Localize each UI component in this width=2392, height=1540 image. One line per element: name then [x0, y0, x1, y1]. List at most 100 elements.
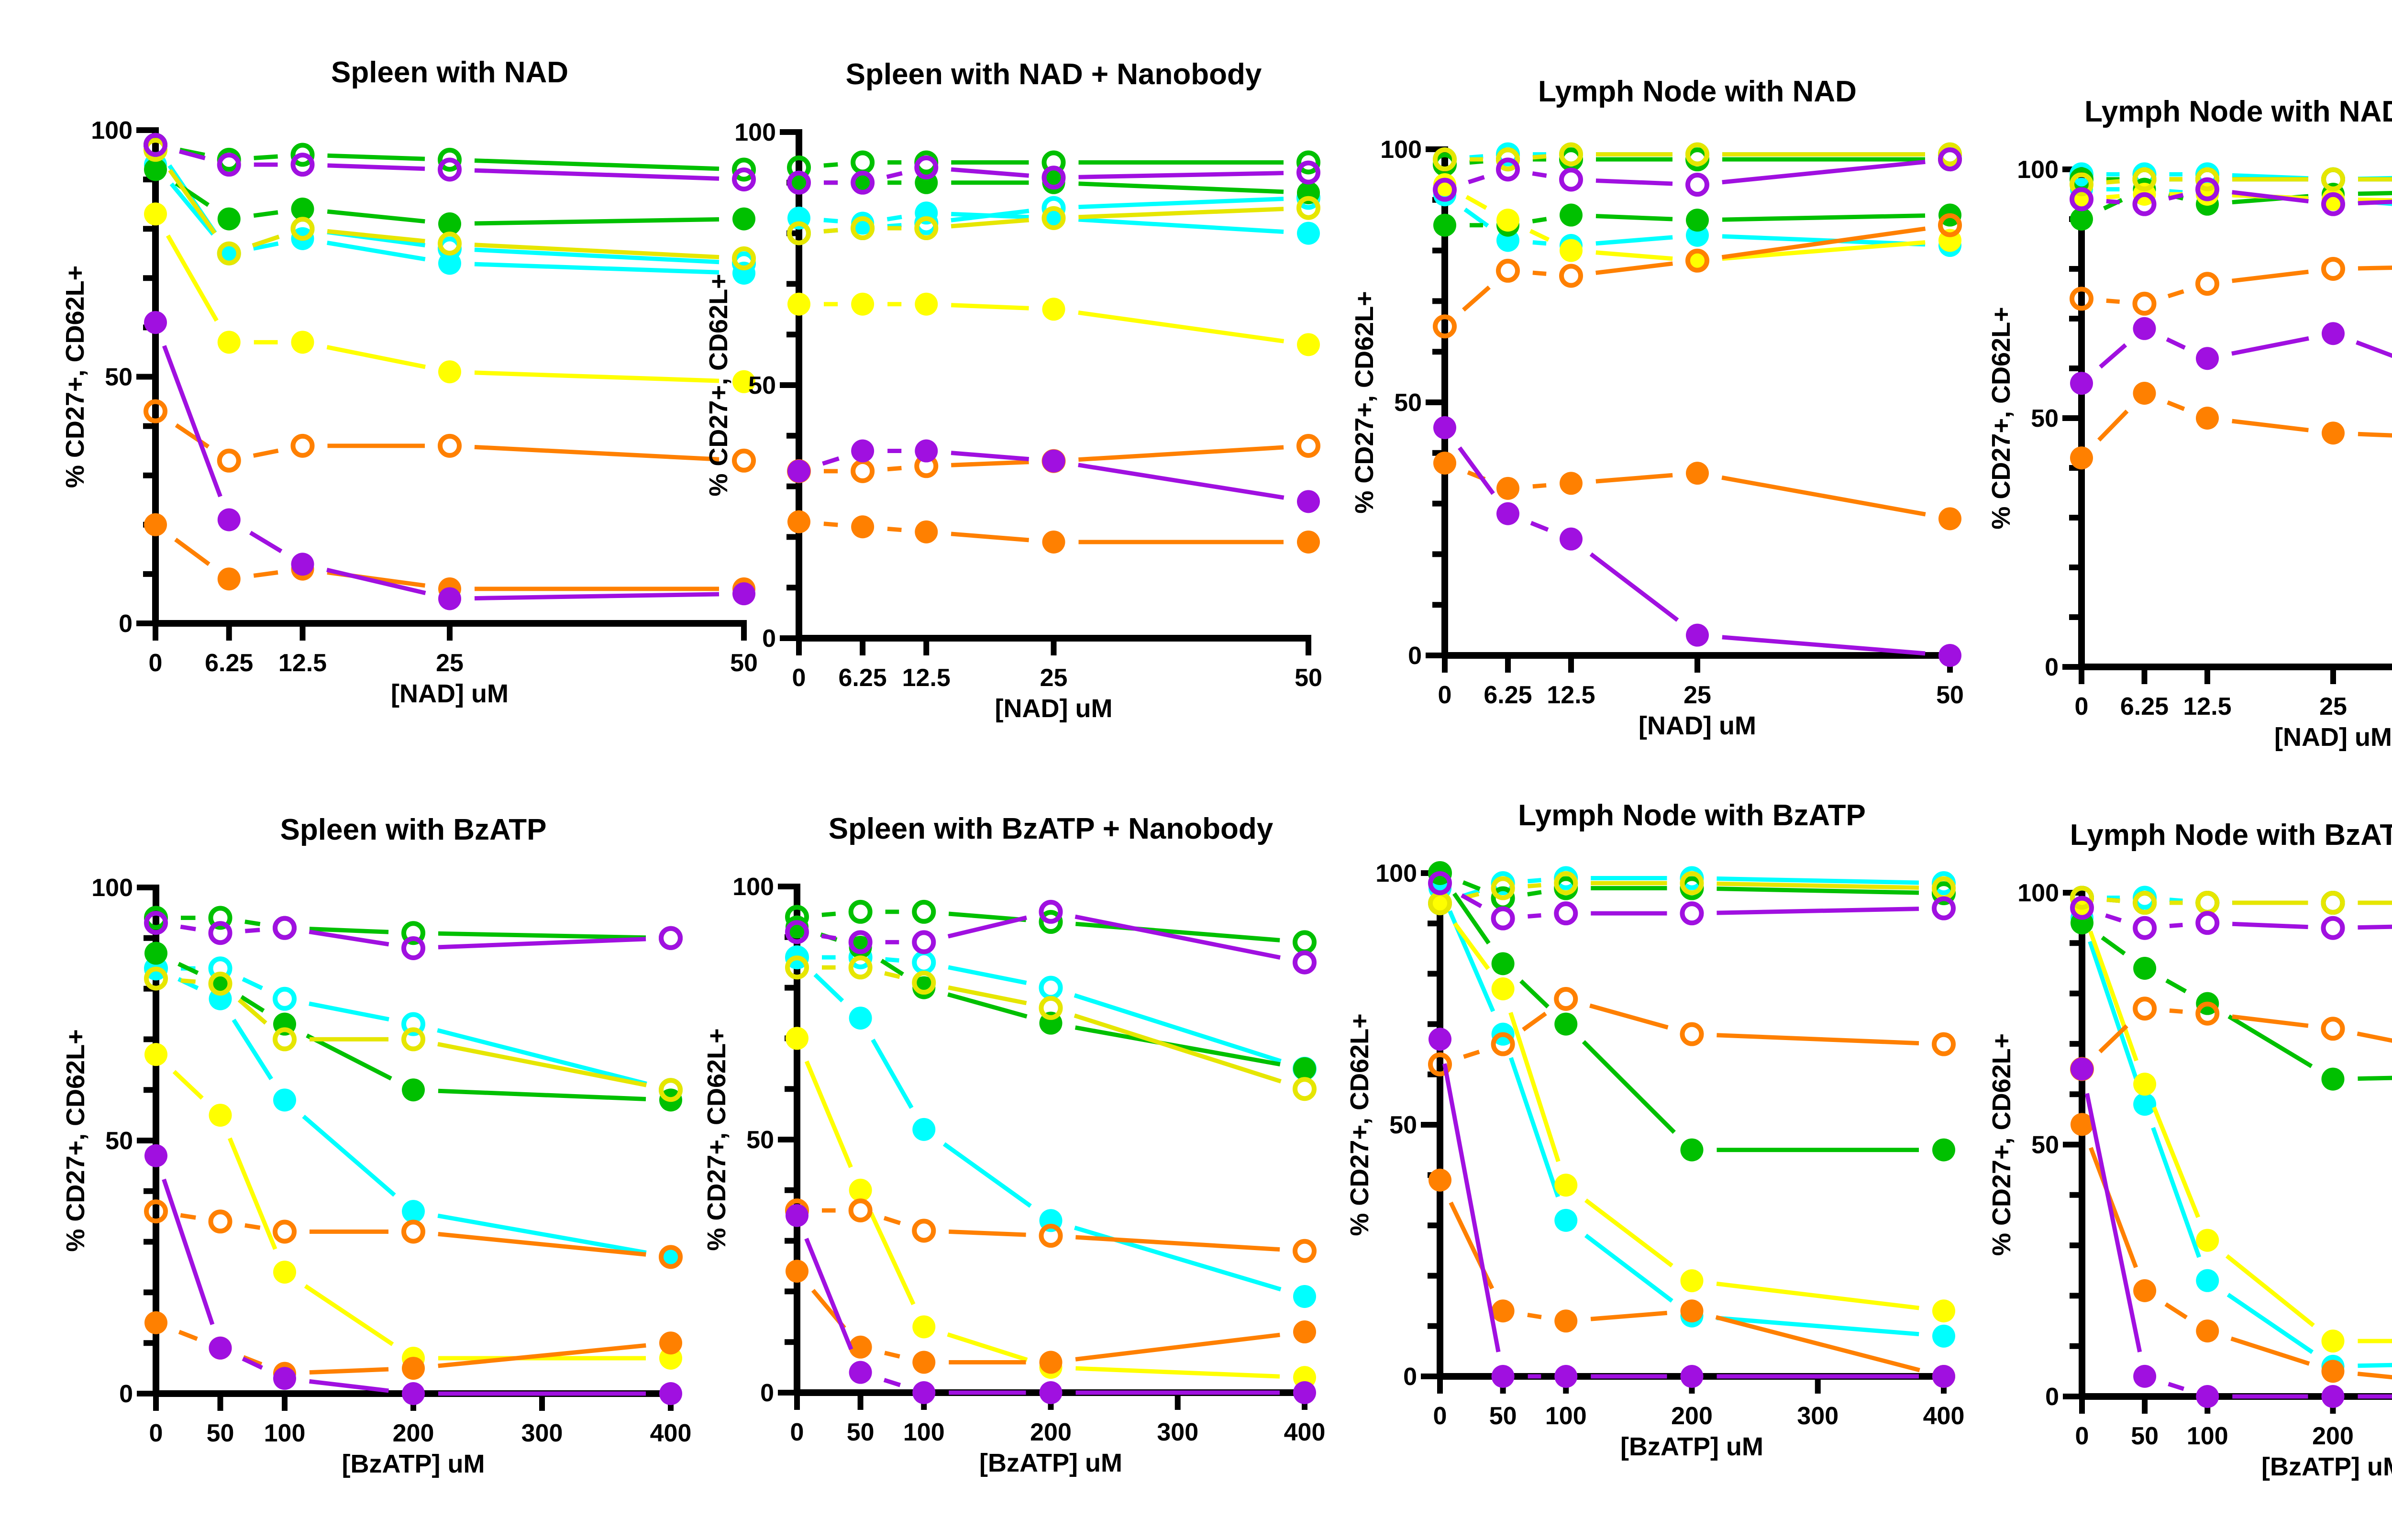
series-line-segment — [1721, 475, 1926, 517]
series-line-segment — [2358, 1363, 2392, 1368]
y-tick-label: 50 — [2031, 405, 2059, 432]
series-line-segment — [309, 930, 389, 947]
series-wt-cd8-na-ve — [2071, 906, 2392, 1378]
series-line-segment — [1074, 914, 1281, 960]
data-point — [1039, 1351, 1063, 1374]
data-point — [144, 966, 168, 991]
y-tick-label: 50 — [2031, 1131, 2059, 1159]
series-line-segment — [2106, 897, 2120, 903]
series-p2rx7-ko-cd4-na-ve — [787, 196, 1320, 245]
series-line-segment — [1528, 913, 1541, 919]
y-axis-label: % CD27+, CD62L+ — [1987, 307, 2015, 529]
series-line-segment — [253, 210, 278, 218]
data-point — [2321, 167, 2345, 191]
data-point — [2132, 291, 2157, 316]
data-point — [1433, 147, 1457, 172]
x-tick-label: 50 — [1295, 664, 1322, 692]
series-line-segment — [474, 262, 720, 275]
series-line-segment — [1078, 463, 1285, 500]
data-point — [1686, 623, 1709, 647]
y-tick-label: 100 — [2017, 156, 2059, 184]
y-tick-label: 50 — [748, 372, 776, 399]
series-line-segment — [2166, 337, 2186, 350]
series-wt-cd4-cd25 — [2070, 317, 2392, 395]
data-point — [2132, 167, 2157, 191]
data-point — [787, 155, 811, 180]
data-point — [912, 971, 936, 995]
data-point — [2071, 1057, 2093, 1081]
series-p2rx7-ko-cd4-cd25 — [2070, 896, 2392, 940]
data-point — [787, 510, 810, 533]
y-tick-label: 0 — [760, 1379, 774, 1407]
chart-title: Lymph Node with NAD + Nanobody — [2084, 95, 2392, 128]
data-point — [144, 1144, 167, 1167]
data-point — [1428, 861, 1452, 885]
x-axis-label: [BzATP] uM — [342, 1450, 485, 1478]
series-line-segment — [1527, 890, 1542, 897]
data-point — [2321, 1385, 2345, 1408]
series-line-segment — [1078, 171, 1284, 179]
data-point — [912, 976, 936, 999]
series-line-segment — [2357, 1372, 2392, 1380]
data-point — [1433, 177, 1457, 202]
data-point — [849, 1361, 872, 1384]
data-point — [2321, 257, 2345, 281]
series-line-segment — [823, 218, 838, 223]
y-tick-label: 100 — [1380, 136, 1422, 164]
series-line-segment — [1508, 1012, 1561, 1163]
series-line-segment — [2358, 199, 2392, 206]
series-line-segment — [1463, 1050, 1480, 1059]
data-point — [786, 1260, 808, 1283]
series-line-segment — [883, 1378, 901, 1387]
data-point — [217, 331, 241, 354]
data-point — [732, 167, 756, 192]
data-point — [1293, 1077, 1317, 1101]
data-point — [786, 1027, 808, 1050]
series-line-segment — [2164, 1302, 2188, 1319]
series-line-segment — [2099, 343, 2127, 369]
series-line-segment — [1462, 285, 1491, 312]
data-point — [1039, 975, 1063, 1000]
series-wt-cd4-cd25 — [787, 439, 1320, 513]
series-line-segment — [240, 995, 265, 1013]
x-tick-label: 0 — [792, 664, 806, 692]
series-wt-cd4-cd44 — [2071, 1113, 2392, 1383]
series-line-segment — [1078, 310, 1285, 343]
data-point — [1041, 150, 1066, 175]
series-line-segment — [306, 1033, 392, 1081]
series-line-segment — [813, 973, 844, 1003]
series-line-segment — [327, 229, 425, 244]
data-point — [1042, 530, 1065, 554]
series-line-segment — [942, 1142, 1032, 1208]
series-line-segment — [2106, 179, 2120, 185]
data-point — [2195, 1001, 2220, 1026]
series-p2rx7-ko-cd8-cd44 — [1428, 861, 1956, 910]
x-tick-label: 50 — [207, 1419, 234, 1447]
data-point — [1685, 173, 1709, 197]
y-tick-label: 0 — [2045, 1383, 2059, 1411]
series-line-segment — [1075, 1235, 1280, 1252]
data-point — [2321, 1017, 2345, 1041]
series-p2rx7-ko-cd4-na-ve — [144, 966, 683, 1102]
data-point — [144, 1199, 168, 1224]
data-point — [785, 945, 809, 970]
data-point — [1293, 950, 1317, 975]
x-tick-label: 12.5 — [2183, 693, 2231, 720]
data-point — [144, 513, 167, 536]
data-point — [1428, 871, 1452, 896]
data-point — [1685, 142, 1709, 166]
y-tick-label: 50 — [746, 1126, 774, 1154]
data-point — [2133, 997, 2157, 1021]
series-line-segment — [2358, 432, 2392, 438]
data-point — [1932, 1138, 1955, 1162]
chart-title: Spleen with BzATP — [280, 813, 547, 846]
data-point — [144, 911, 168, 935]
series-p2rx7-ko-cd4-na-ve — [785, 955, 1317, 1101]
series-line-segment — [1721, 226, 1926, 259]
data-point — [849, 1178, 872, 1202]
series-p2rx7-ko-cd4-na-ve — [2070, 886, 2392, 915]
data-point — [1554, 1365, 1578, 1388]
data-point — [1938, 507, 1961, 531]
series-p2rx7-ko-cd4-cd25 — [785, 899, 1317, 975]
data-point — [2321, 916, 2345, 940]
